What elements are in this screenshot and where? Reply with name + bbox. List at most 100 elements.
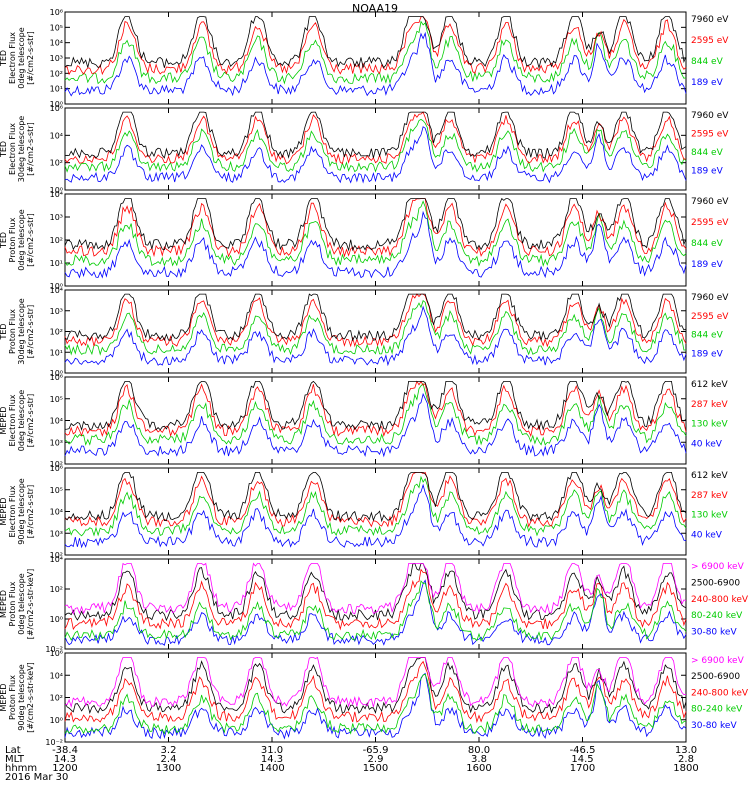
series-line <box>64 380 687 438</box>
series-line <box>64 126 687 184</box>
series-line <box>64 20 687 85</box>
footer-value: 1500 <box>362 763 389 774</box>
y-axis-label-line: MEPED <box>0 407 8 435</box>
y-tick-label: 10¹ <box>50 259 63 268</box>
y-tick-label: 10² <box>50 694 63 703</box>
series-line <box>64 392 687 458</box>
channel-label: 844 eV <box>691 148 724 158</box>
y-tick-label: 10² <box>50 585 63 594</box>
y-axis-label-line: Electron Flux <box>8 32 17 84</box>
y-axis-label-line: [#/cm2-s-str] <box>26 485 35 538</box>
y-tick-label: 10¹ <box>50 348 63 357</box>
series-line <box>64 300 687 356</box>
channel-label: 240-800 keV <box>691 688 749 698</box>
y-axis-label-line: 90deg telescope <box>17 478 26 545</box>
y-tick-label: 10⁰ <box>50 100 63 109</box>
channel-label: 7960 eV <box>691 293 729 303</box>
y-tick-label: 10⁶ <box>50 104 63 113</box>
y-tick-label: 10⁶ <box>50 373 63 382</box>
footer-value: 1300 <box>155 763 182 774</box>
series-line <box>64 111 687 159</box>
footer-date: 2016 Mar 30 <box>5 772 69 783</box>
channel-label: 30-80 keV <box>691 628 737 638</box>
y-tick-label: 10² <box>50 551 63 560</box>
y-axis-label-line: [#/cm2-s-str] <box>26 31 35 84</box>
channel-label: 2500-6900 <box>691 578 740 588</box>
y-axis-label-line: 90deg telescope <box>17 664 26 731</box>
footer-value: 1800 <box>673 763 699 774</box>
series-line <box>64 111 687 165</box>
footer-value: 14.3 <box>260 754 284 765</box>
channel-label: 189 eV <box>691 349 724 359</box>
series-line <box>64 657 687 715</box>
series-line <box>64 200 687 267</box>
channel-label: > 6900 keV <box>691 656 745 666</box>
channel-label: 189 eV <box>691 78 724 88</box>
y-tick-label: 10⁰ <box>50 369 63 378</box>
channel-label: 2595 eV <box>691 130 729 140</box>
y-tick-label: 10² <box>50 236 63 245</box>
series-line <box>64 118 687 173</box>
y-axis-label-line: Electron Flux <box>8 394 17 446</box>
series-line <box>64 562 687 615</box>
y-tick-label: 10¹ <box>50 85 63 94</box>
panel-5: 10² 10³ 10⁴ 10⁵ 10⁶ MEPEDElectron Flux0deg te… <box>0 373 728 469</box>
footer-value: 3.2 <box>160 745 177 756</box>
y-axis-label-line: MEPED <box>0 498 8 526</box>
panel-1: 10⁰ 10¹ 10² 10³ 10⁴ 10⁵ 10⁶ TEDElectron Flux0de… <box>0 8 729 109</box>
series-line <box>64 471 687 528</box>
footer-row-label: Lat <box>5 745 21 756</box>
channel-label: 189 eV <box>691 167 724 177</box>
footer-value: 1400 <box>259 763 285 774</box>
series-line <box>64 472 687 523</box>
channel-label: 189 eV <box>691 260 724 270</box>
series-line <box>64 380 687 432</box>
footer-row-label: hhmm <box>5 763 38 774</box>
y-axis-label-line: TED <box>0 232 8 249</box>
y-tick-label: 10⁵ <box>50 395 63 404</box>
footer-value: 14.5 <box>571 754 594 765</box>
y-axis-label-line: [#/cm2-s-str-keV] <box>26 662 35 733</box>
y-tick-label: 10⁴ <box>50 190 63 199</box>
y-tick-label: 10⁵ <box>50 23 63 32</box>
y-axis-label-line: Electron Flux <box>8 485 17 537</box>
channel-label: 612 keV <box>691 380 728 390</box>
y-tick-label: 10⁴ <box>50 39 63 48</box>
series-line <box>64 305 687 367</box>
series-line <box>64 210 687 279</box>
y-axis-label: MEPEDProton Flux90deg telescope[#/cm2-s-… <box>0 662 35 733</box>
y-axis-label-line: MEPED <box>0 684 8 712</box>
footer-value: 2.8 <box>678 754 694 765</box>
y-axis-label: TEDProton Flux30deg telescope[#/cm2-s-st… <box>0 298 35 365</box>
channel-label: 130 keV <box>691 511 728 521</box>
footer-value: 3.8 <box>471 754 487 765</box>
channel-label: 40 keV <box>691 530 723 540</box>
channel-label: 844 eV <box>691 57 724 67</box>
panel-4: 10⁰ 10¹ 10² 10³ 10⁴ TEDProton Flux30deg teles… <box>0 286 729 378</box>
y-tick-label: 10⁰ <box>50 716 63 725</box>
y-axis-label-line: 30deg telescope <box>17 116 26 183</box>
channel-label: 80-240 keV <box>691 611 743 621</box>
y-tick-label: 10⁴ <box>50 555 63 564</box>
y-tick-label: 10³ <box>50 54 63 63</box>
channel-label: 240-800 keV <box>691 595 749 605</box>
footer-value: 80.0 <box>467 745 491 756</box>
y-axis-label: MEPEDElectron Flux0deg telescope[#/cm2-s… <box>0 390 35 451</box>
y-tick-label: 10⁴ <box>50 131 63 140</box>
footer-value: 1200 <box>52 763 78 774</box>
footer-value: -65.9 <box>362 745 389 756</box>
y-axis-label-line: Proton Flux <box>8 309 17 354</box>
y-axis-label-line: [#/cm2-s-str] <box>26 305 35 358</box>
y-tick-label: 10⁰ <box>50 282 63 291</box>
channel-label: 7960 eV <box>691 111 729 121</box>
y-axis-label-line: [#/cm2-s-str-keV] <box>26 569 35 640</box>
channel-label: 30-80 keV <box>691 721 737 731</box>
y-axis-label-line: Proton Flux <box>8 217 17 262</box>
footer-value: 2.9 <box>367 754 384 765</box>
channel-label: 612 keV <box>691 471 728 481</box>
footer-value: 14.3 <box>53 754 77 765</box>
y-tick-label: 10⁻² <box>45 738 63 747</box>
series-line <box>64 16 687 76</box>
channel-label: 7960 eV <box>691 15 729 25</box>
